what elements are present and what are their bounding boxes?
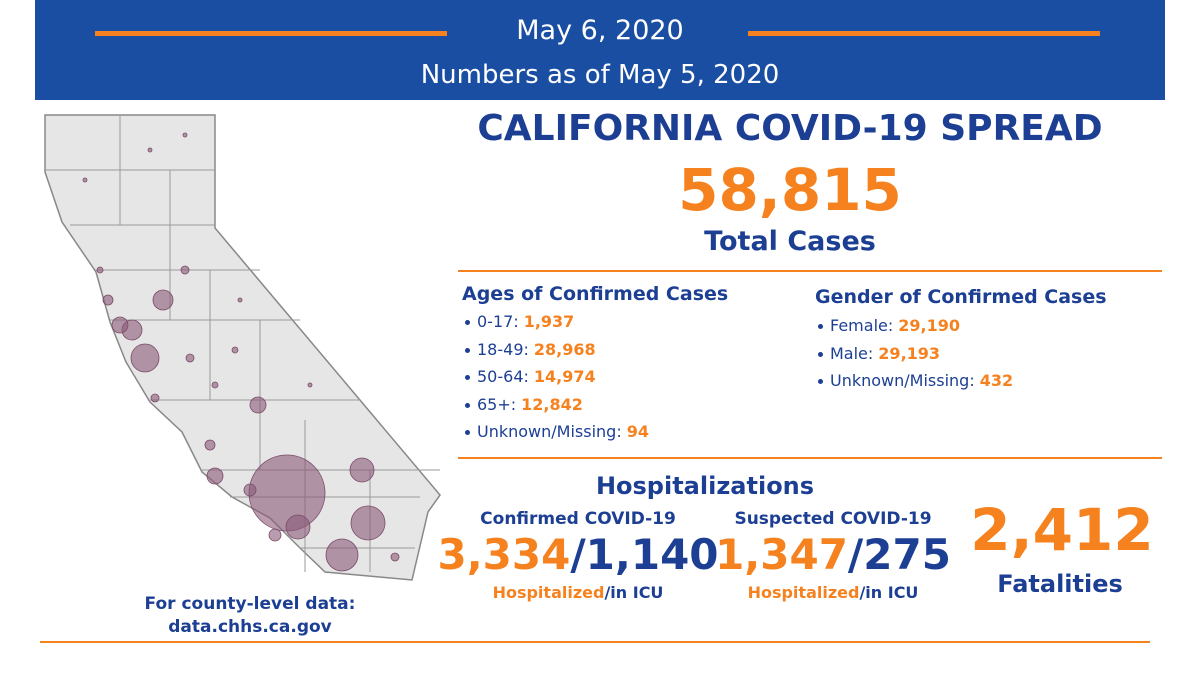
california-map <box>44 114 441 581</box>
item-label: 0-17: <box>477 312 519 331</box>
list-item: Unknown/Missing: 432 <box>816 371 1013 390</box>
list-item: Male: 29,193 <box>816 344 940 363</box>
caption-icu: /in ICU <box>859 583 919 602</box>
caption-icu: /in ICU <box>604 583 664 602</box>
header-band <box>35 0 1165 100</box>
bullet <box>465 320 470 325</box>
icu-value: /275 <box>847 530 951 579</box>
state-outline <box>44 114 441 581</box>
block-caption: Hospitalized/in ICU <box>493 583 664 602</box>
block-title: Confirmed COVID-19 <box>480 509 676 529</box>
item-label: Male: <box>830 343 874 363</box>
item-value: 1,937 <box>523 312 575 331</box>
footer-text: For county-level data: <box>144 594 356 614</box>
divider <box>458 270 1162 272</box>
date: May 6, 2020 <box>516 15 684 46</box>
block-figures: 3,334/1,140 <box>437 530 718 579</box>
bullet <box>465 402 470 408</box>
item-label: Unknown/Missing: <box>477 422 622 441</box>
bullet <box>465 430 470 435</box>
bullet <box>818 351 823 357</box>
bullet <box>818 324 823 329</box>
bottom-rule <box>40 641 1150 643</box>
item-label: 18-49: <box>477 339 529 359</box>
list-item: 0-17: 1,937 <box>463 312 574 331</box>
header-rule <box>95 31 447 36</box>
block-figures: 1,347/275 <box>715 530 951 579</box>
hospitalizations-title: Hospitalizations <box>595 472 815 500</box>
item-value: 28,968 <box>533 339 596 359</box>
item-value: 14,974 <box>533 367 596 386</box>
gender-title: Gender of Confirmed Cases <box>815 286 1107 308</box>
bullet <box>818 379 823 384</box>
list-item: 65+: 12,842 <box>463 395 583 414</box>
total-cases-label: Total Cases <box>704 226 876 257</box>
block-title: Suspected COVID-19 <box>734 509 932 529</box>
item-value: 29,193 <box>878 343 941 363</box>
fatalities-label: Fatalities <box>997 570 1123 598</box>
item-value: 12,842 <box>521 394 583 414</box>
hospitalized-value: 3,334 <box>437 530 571 579</box>
caption-hospitalized: Hospitalized <box>492 583 605 602</box>
icu-value: /1,140 <box>570 530 719 579</box>
list-item: Unknown/Missing: 94 <box>463 422 649 441</box>
footer-link: data.chhs.ca.gov <box>168 617 332 637</box>
total-cases: 58,815 <box>678 156 902 224</box>
hospitalized-value: 1,347 <box>715 530 848 579</box>
list-item: Female: 29,190 <box>816 316 960 335</box>
item-label: Female: <box>830 316 894 335</box>
caption-hospitalized: Hospitalized <box>747 583 860 602</box>
divider <box>458 457 1162 459</box>
item-label: 50-64: <box>477 367 529 386</box>
item-label: 65+: <box>477 394 517 414</box>
item-value: 29,190 <box>898 316 960 335</box>
item-value: 94 <box>626 422 649 441</box>
subtitle: Numbers as of May 5, 2020 <box>420 60 780 90</box>
list-item: 50-64: 14,974 <box>463 367 596 386</box>
bullet <box>465 347 470 353</box>
ages-title: Ages of Confirmed Cases <box>462 283 729 305</box>
header-rule <box>748 31 1100 36</box>
bullet <box>465 375 470 380</box>
block-caption: Hospitalized/in ICU <box>748 583 919 602</box>
list-item: 18-49: 28,968 <box>463 340 596 359</box>
spread-title: CALIFORNIA COVID-19 SPREAD <box>477 108 1103 149</box>
item-label: Unknown/Missing: <box>830 371 975 390</box>
fatalities-value: 2,412 <box>970 496 1154 564</box>
case-bubbles <box>82 132 400 572</box>
item-value: 432 <box>979 371 1014 390</box>
